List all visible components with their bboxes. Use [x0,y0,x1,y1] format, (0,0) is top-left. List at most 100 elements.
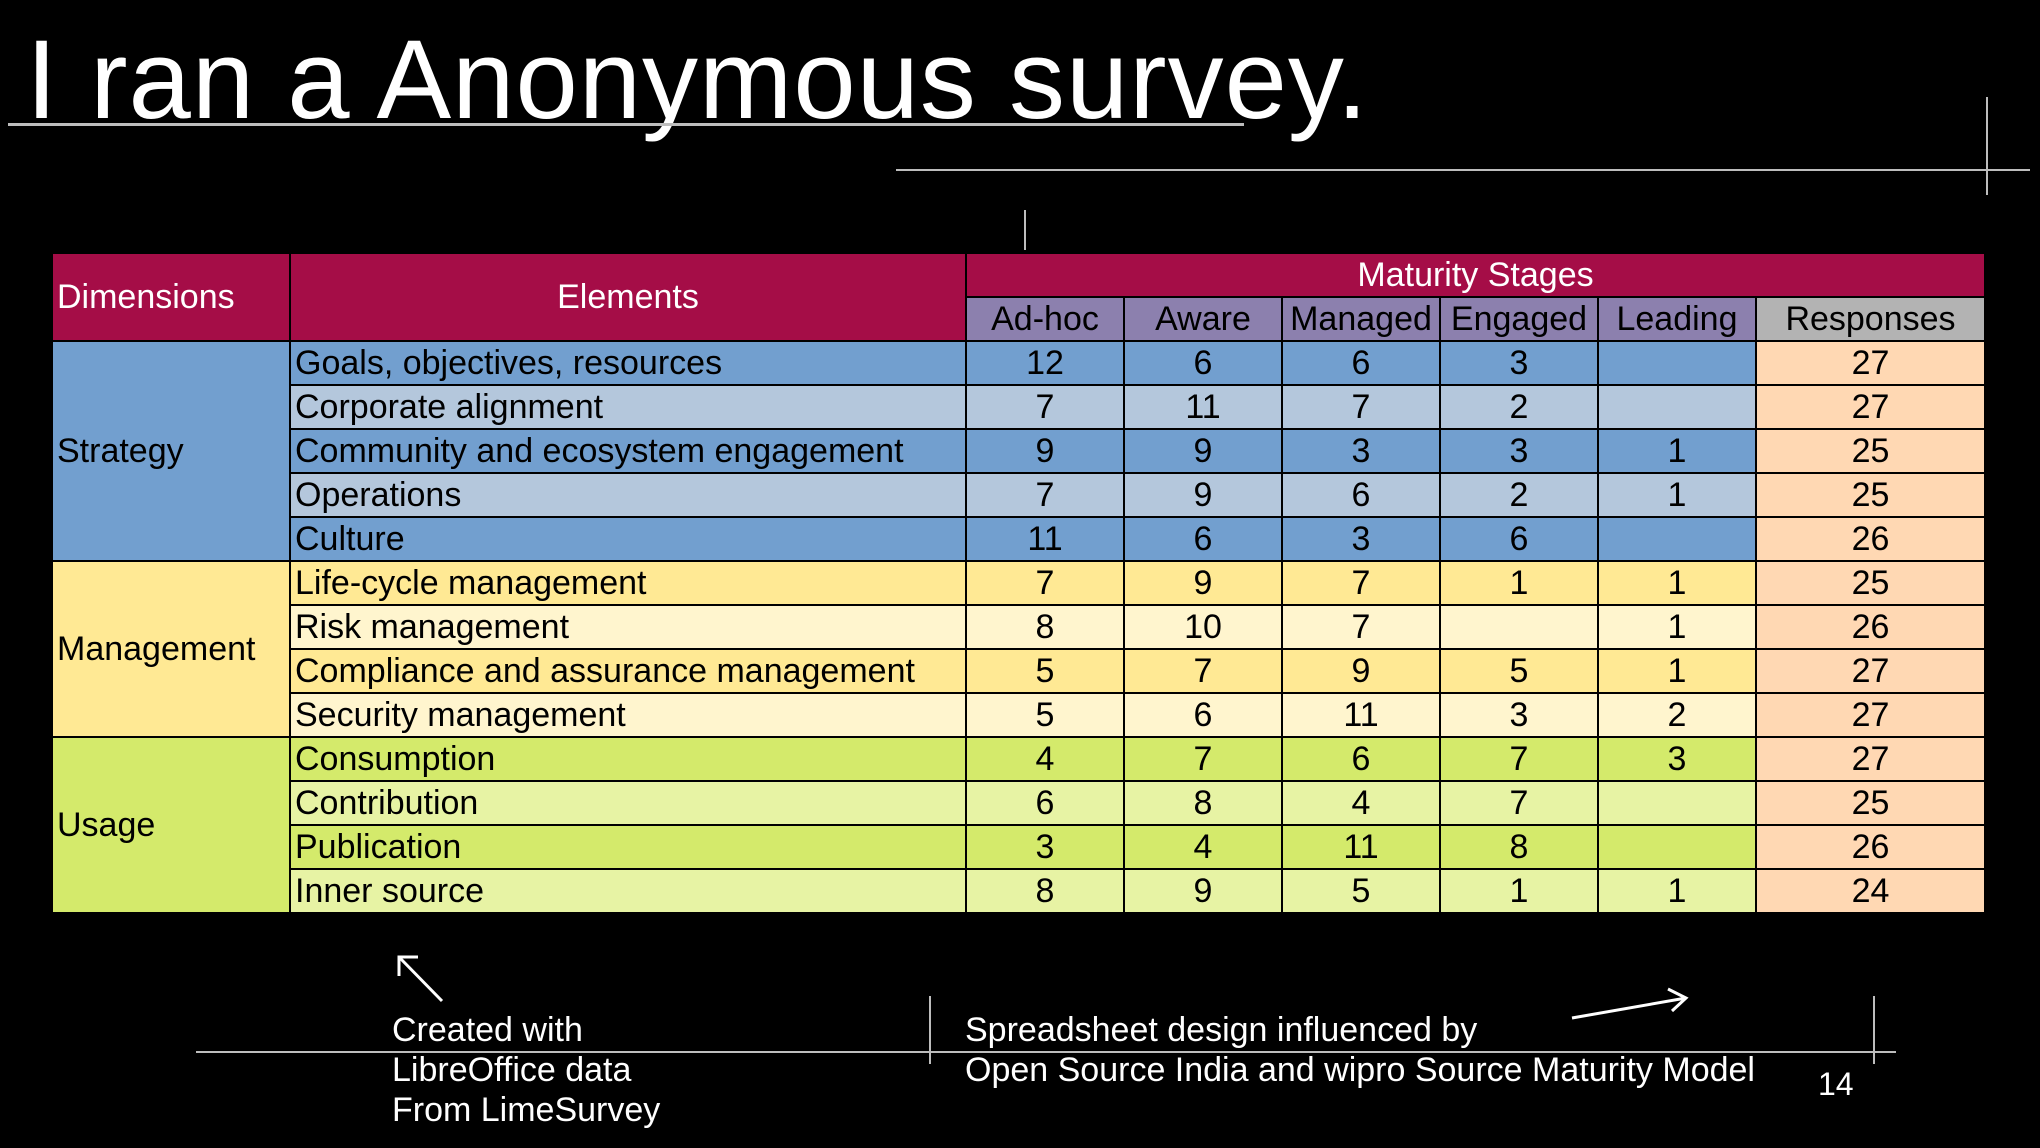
stage-count-cell: 6 [1123,692,1283,738]
table-row: Compliance and assurance management 5 7 9 5 1… [52,648,1986,694]
stage-count-cell: 5 [965,692,1125,738]
element-cell: Security management [289,692,967,738]
responses-cell: 26 [1755,516,1986,562]
stage-count-cell: 11 [1123,384,1283,430]
stage-count-cell: 8 [965,868,1125,914]
stage-count-cell: 1 [1597,428,1757,474]
responses-cell: 26 [1755,604,1986,650]
note-line: Created with [392,1011,583,1049]
stage-count-cell: 2 [1439,472,1599,518]
stage-count-cell: 6 [965,780,1125,826]
responses-cell: 27 [1755,692,1986,738]
responses-cell: 27 [1755,736,1986,782]
element-cell: Operations [289,472,967,518]
header-row-top: Dimensions Elements Maturity Stages [51,252,1986,342]
header-responses: Responses [1755,296,1986,342]
element-cell: Consumption [289,736,967,782]
element-cell: Culture [289,516,967,562]
stage-count-cell [1597,516,1757,562]
note-spreadsheet-design: Spreadsheet design influenced by Open So… [965,1010,1755,1090]
note-created-with: Created with LibreOffice data From LimeS… [392,1010,660,1130]
stage-count-cell [1597,824,1757,870]
header-stage: Leading [1597,296,1757,342]
stage-count-cell: 3 [1439,692,1599,738]
stage-count-cell: 6 [1439,516,1599,562]
responses-cell: 27 [1755,384,1986,430]
stage-count-cell: 4 [1281,780,1441,826]
stage-count-cell: 9 [1123,472,1283,518]
decor-vline-mid [1024,210,1026,250]
dimension-cell: Management [51,560,291,738]
stage-count-cell: 1 [1597,560,1757,606]
header-stage: Ad-hoc [965,296,1125,342]
page-number: 14 [1818,1066,1854,1102]
table-row: Corporate alignment 7 11 7 2 27 [52,384,1986,430]
element-cell: Community and ecosystem engagement [289,428,967,474]
header-stage: Aware [1123,296,1283,342]
arrow-icon [1571,987,1689,1020]
stage-count-cell: 4 [1123,824,1283,870]
stage-count-cell: 7 [1281,604,1441,650]
dimension-cell: Usage [51,736,291,914]
stage-count-cell: 3 [1439,428,1599,474]
stage-count-cell: 8 [1123,780,1283,826]
dimension-cell: Strategy [51,340,291,562]
stage-count-cell: 11 [1281,692,1441,738]
table-row: Publication 3 4 11 8 26 [52,824,1986,870]
stage-count-cell: 1 [1597,868,1757,914]
stage-count-cell: 9 [1123,560,1283,606]
decor-vline-bottom-mid [929,996,931,1064]
responses-cell: 25 [1755,472,1986,518]
stage-count-cell: 7 [1123,736,1283,782]
stage-count-cell: 8 [965,604,1125,650]
table-row: Risk management 8 10 7 1 26 [52,604,1986,650]
stage-count-cell: 1 [1439,560,1599,606]
responses-cell: 27 [1755,340,1986,386]
stage-count-cell [1439,604,1599,650]
header-maturity-stages: Maturity Stages [965,252,1986,298]
stage-count-cell: 1 [1597,648,1757,694]
element-cell: Compliance and assurance management [289,648,967,694]
note-line: Open Source India and wipro Source Matur… [965,1051,1755,1089]
element-cell: Corporate alignment [289,384,967,430]
stage-count-cell: 7 [1439,780,1599,826]
table-row: Inner source 8 9 5 1 1 24 [52,868,1986,914]
responses-cell: 25 [1755,428,1986,474]
element-cell: Inner source [289,868,967,914]
stage-count-cell [1597,340,1757,386]
element-cell: Contribution [289,780,967,826]
stage-count-cell: 10 [1123,604,1283,650]
element-cell: Publication [289,824,967,870]
stage-count-cell: 6 [1123,516,1283,562]
stage-count-cell [1597,384,1757,430]
note-line: LibreOffice data [392,1051,632,1089]
header-stage: Engaged [1439,296,1599,342]
maturity-survey-table: Dimensions Elements Maturity Stages Ad-h… [51,252,1986,914]
title-underline [8,123,1244,126]
stage-count-cell: 3 [1439,340,1599,386]
stage-count-cell: 7 [1123,648,1283,694]
stage-count-cell: 7 [965,472,1125,518]
table-row: Community and ecosystem engagement 9 9 3 3 1 2… [52,428,1986,474]
element-cell: Goals, objectives, resources [289,340,967,386]
responses-cell: 26 [1755,824,1986,870]
responses-cell: 27 [1755,648,1986,694]
header-stage: Managed [1281,296,1441,342]
stage-count-cell [1597,780,1757,826]
stage-count-cell: 11 [1281,824,1441,870]
stage-count-cell: 7 [965,560,1125,606]
stage-count-cell: 9 [1281,648,1441,694]
table-row: Usage Consumption 4 7 6 7 3 27 [51,736,1986,914]
note-line: From LimeSurvey [392,1091,661,1129]
stage-count-cell: 12 [965,340,1125,386]
note-line: Spreadsheet design influenced by [965,1011,1478,1049]
stage-count-cell: 8 [1439,824,1599,870]
element-cell: Life-cycle management [289,560,967,606]
responses-cell: 25 [1755,560,1986,606]
stage-count-cell: 9 [965,428,1125,474]
stage-count-cell: 1 [1597,604,1757,650]
stage-count-cell: 7 [1281,560,1441,606]
table-row: Operations 7 9 6 2 1 25 [52,472,1986,518]
table-row: Contribution 6 8 4 7 25 [52,780,1986,826]
